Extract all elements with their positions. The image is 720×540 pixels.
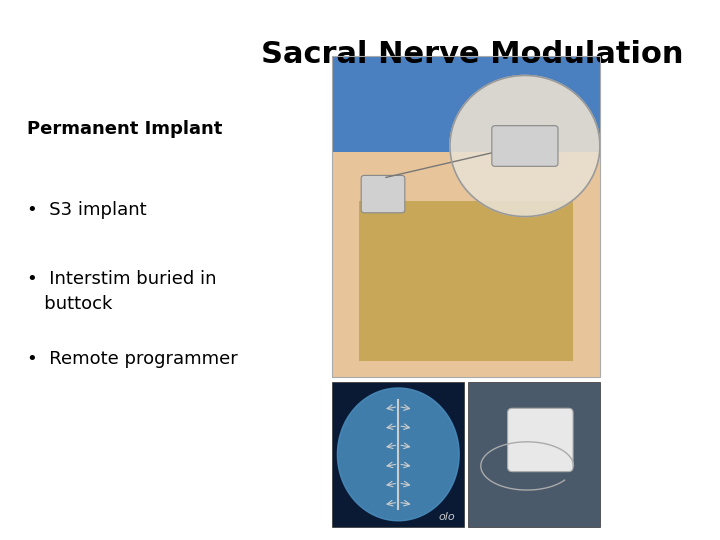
Text: •  Interstim buried in
   buttock: • Interstim buried in buttock xyxy=(27,270,217,313)
FancyBboxPatch shape xyxy=(332,152,600,377)
Text: olo: olo xyxy=(438,512,454,522)
Text: •  Remote programmer: • Remote programmer xyxy=(27,350,238,368)
FancyBboxPatch shape xyxy=(508,408,573,471)
FancyBboxPatch shape xyxy=(361,176,405,213)
FancyBboxPatch shape xyxy=(492,126,558,166)
FancyBboxPatch shape xyxy=(332,56,600,152)
Text: Permanent Implant: Permanent Implant xyxy=(27,120,222,138)
Text: •  S3 implant: • S3 implant xyxy=(27,200,147,219)
Polygon shape xyxy=(450,76,600,217)
Text: Sacral Nerve Modulation: Sacral Nerve Modulation xyxy=(261,40,684,69)
FancyBboxPatch shape xyxy=(467,382,600,526)
FancyBboxPatch shape xyxy=(332,382,464,526)
FancyBboxPatch shape xyxy=(359,200,573,361)
Polygon shape xyxy=(338,388,459,521)
